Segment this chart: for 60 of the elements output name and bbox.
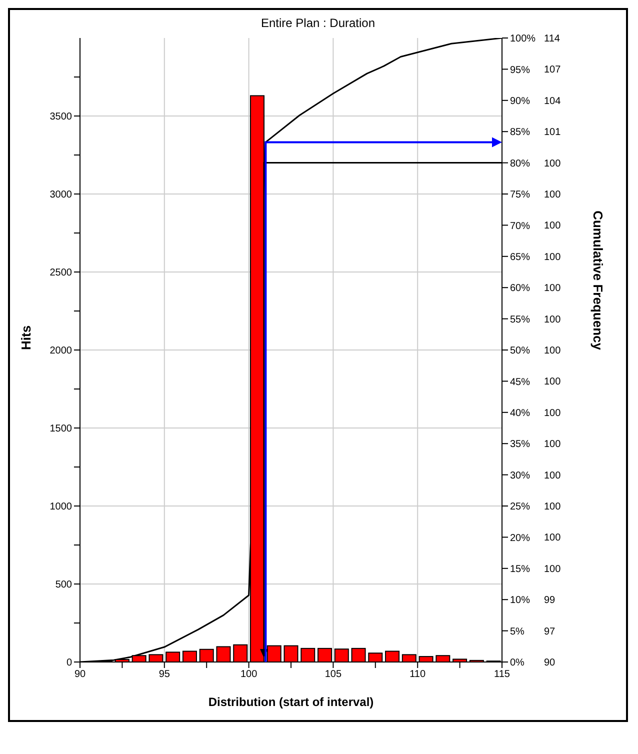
y2-tick-label: 100% — [510, 34, 536, 45]
y2-tick-label: 65% — [510, 252, 530, 263]
text: 100 — [544, 190, 562, 200]
y-tick-label: 2500 — [50, 268, 72, 279]
text: 99 — [544, 595, 556, 606]
x-tick-label: 105 — [324, 669, 342, 680]
y2-tick-label: 80% — [510, 158, 530, 170]
x-axis-title: Distribution (start of interval) — [208, 695, 374, 709]
text: 100 — [544, 470, 562, 482]
y-tick-label: 500 — [55, 580, 72, 591]
x-tick-label: 100 — [240, 669, 258, 680]
y2-tick-label: 0% — [510, 658, 525, 669]
text: 107 — [544, 64, 562, 76]
text: 100 — [544, 502, 562, 512]
y-tick-label: 3000 — [50, 190, 72, 201]
y2-tick-label: 10% — [510, 595, 530, 606]
text: 90 — [544, 658, 556, 668]
text: 97 — [544, 626, 556, 638]
text: 100 — [544, 346, 562, 356]
text: 100 — [544, 532, 562, 544]
y2-tick-label: 5% — [510, 626, 525, 638]
text: 100 — [544, 252, 562, 263]
y2-tick-label: 75% — [510, 190, 530, 201]
y-tick-label: 3500 — [50, 112, 72, 123]
y-tick-label: 1500 — [50, 424, 72, 435]
text: 104 — [544, 96, 562, 107]
y2-tick-label: 85% — [510, 127, 530, 138]
y2-tick-label: 50% — [510, 346, 530, 357]
text: 100 — [544, 158, 562, 170]
y2-tick-label: 45% — [510, 376, 530, 388]
text: 100 — [544, 439, 562, 450]
text: 100 — [544, 564, 562, 575]
text: 114 — [544, 34, 560, 44]
x-tick-label: 110 — [410, 669, 426, 680]
y2-tick-label: 20% — [510, 532, 530, 544]
x-tick-label: 95 — [158, 669, 170, 680]
text: 100 — [544, 408, 562, 419]
y2-tick-label: 90% — [510, 96, 530, 107]
x-tick-label: 90 — [74, 669, 86, 680]
y-axis-title: Hits — [18, 325, 34, 350]
y2-tick-label: 25% — [510, 502, 530, 513]
text: 100 — [544, 220, 562, 232]
y2-tick-label: 55% — [510, 314, 530, 326]
y2-tick-label: 30% — [510, 470, 530, 482]
y2-tick-label: 15% — [510, 564, 530, 575]
text: 100 — [544, 376, 562, 388]
text: 100 — [544, 283, 562, 294]
y2-tick-label: 70% — [510, 220, 530, 232]
y-tick-label: 1000 — [50, 502, 72, 513]
x-tick-label: 115 — [494, 669, 510, 680]
y-tick-label: 2000 — [50, 346, 72, 357]
y-tick-label: 0 — [66, 658, 72, 669]
chart-title: Entire Plan : Duration — [260, 15, 376, 30]
y2-tick-label: 60% — [510, 283, 530, 294]
y2-axis-title: Cumulative Frequency — [590, 210, 606, 351]
y2-tick-label: 35% — [510, 439, 530, 450]
text: 101 — [544, 127, 562, 138]
y2-tick-label: 95% — [510, 64, 530, 76]
text: 100 — [544, 314, 562, 326]
y2-tick-label: 40% — [510, 408, 530, 419]
